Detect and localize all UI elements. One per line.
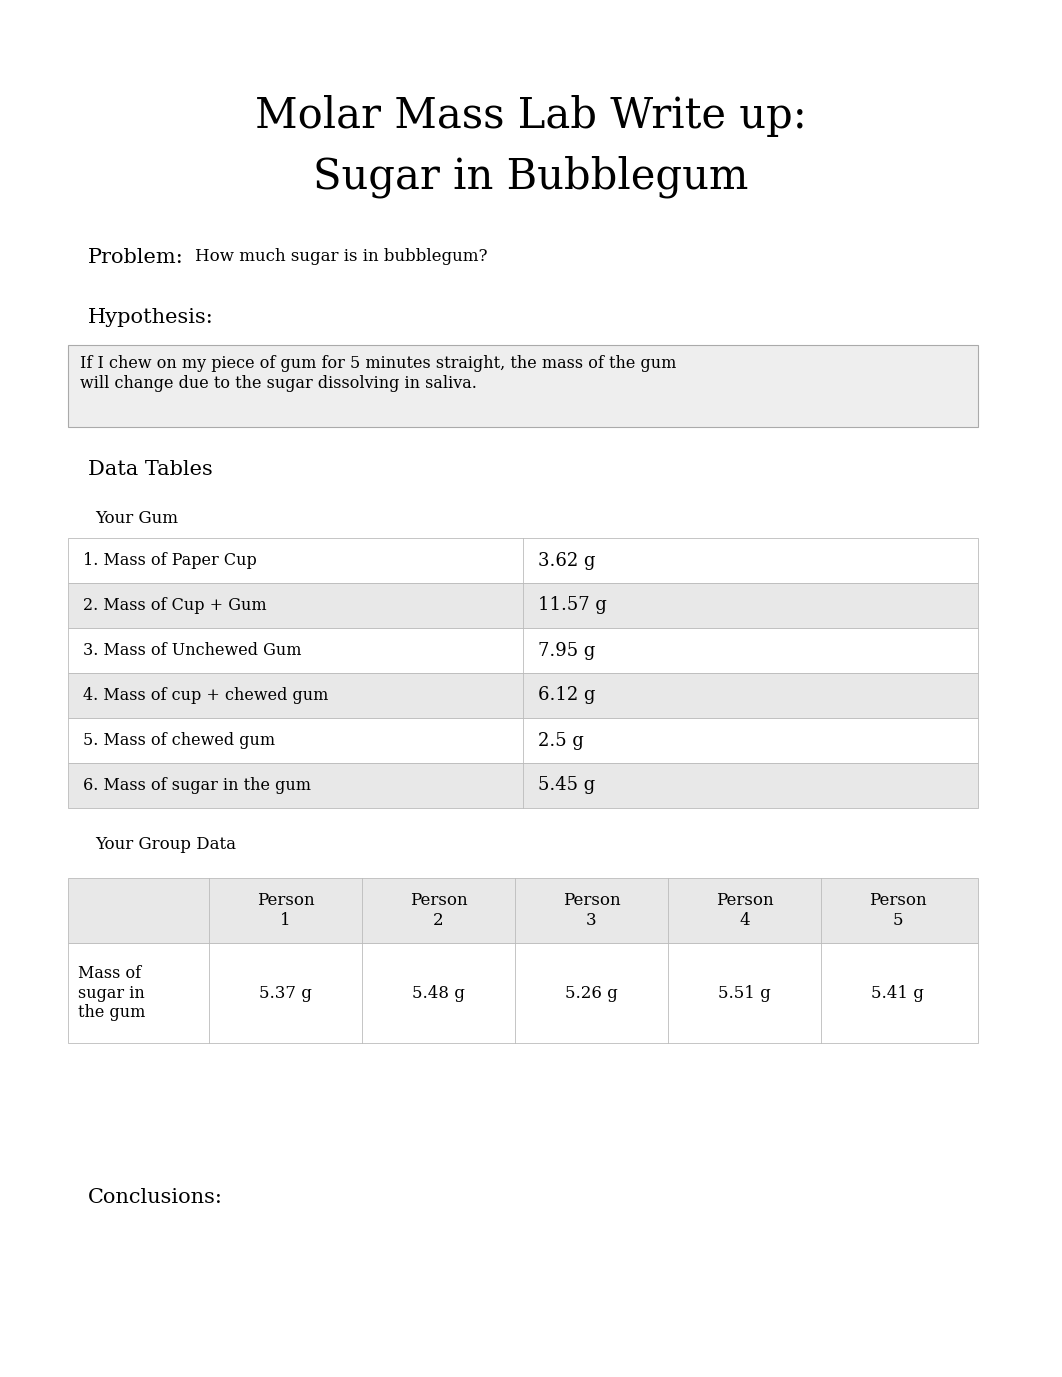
Bar bbox=[68, 538, 978, 582]
Text: Your Gum: Your Gum bbox=[95, 509, 178, 527]
Bar bbox=[68, 717, 978, 763]
Bar bbox=[68, 628, 978, 673]
Text: Data Tables: Data Tables bbox=[88, 460, 212, 479]
Text: 4. Mass of cup + chewed gum: 4. Mass of cup + chewed gum bbox=[83, 687, 328, 704]
Text: Conclusions:: Conclusions: bbox=[88, 1188, 223, 1208]
Text: Person
3: Person 3 bbox=[563, 892, 620, 929]
Text: 7.95 g: 7.95 g bbox=[538, 642, 596, 660]
Text: 5.45 g: 5.45 g bbox=[538, 777, 595, 795]
Text: Person
2: Person 2 bbox=[410, 892, 467, 929]
Text: 5.48 g: 5.48 g bbox=[412, 985, 465, 1001]
Text: Mass of
sugar in
the gum: Mass of sugar in the gum bbox=[78, 965, 145, 1022]
Text: Sugar in Bubblegum: Sugar in Bubblegum bbox=[313, 156, 749, 197]
Bar bbox=[68, 879, 978, 943]
Text: 11.57 g: 11.57 g bbox=[538, 596, 606, 614]
Text: 6.12 g: 6.12 g bbox=[538, 687, 596, 705]
Text: 5. Mass of chewed gum: 5. Mass of chewed gum bbox=[83, 733, 275, 749]
Text: How much sugar is in bubblegum?: How much sugar is in bubblegum? bbox=[195, 248, 487, 264]
Text: Person
1: Person 1 bbox=[257, 892, 314, 929]
Text: Person
4: Person 4 bbox=[716, 892, 773, 929]
Text: 5.26 g: 5.26 g bbox=[565, 985, 618, 1001]
Bar bbox=[68, 943, 978, 1042]
Text: 2.5 g: 2.5 g bbox=[538, 731, 584, 749]
Text: Hypothesis:: Hypothesis: bbox=[88, 308, 213, 326]
Text: Molar Mass Lab Write up:: Molar Mass Lab Write up: bbox=[255, 95, 807, 136]
Text: 5.41 g: 5.41 g bbox=[871, 985, 924, 1001]
Bar bbox=[68, 346, 978, 427]
Text: Person
5: Person 5 bbox=[869, 892, 926, 929]
Text: 5.37 g: 5.37 g bbox=[259, 985, 312, 1001]
Bar bbox=[68, 763, 978, 808]
Text: If I chew on my piece of gum for 5 minutes straight, the mass of the gum
will ch: If I chew on my piece of gum for 5 minut… bbox=[80, 355, 676, 391]
Bar bbox=[68, 673, 978, 717]
Text: 6. Mass of sugar in the gum: 6. Mass of sugar in the gum bbox=[83, 777, 311, 795]
Text: 1. Mass of Paper Cup: 1. Mass of Paper Cup bbox=[83, 552, 257, 569]
Text: 2. Mass of Cup + Gum: 2. Mass of Cup + Gum bbox=[83, 598, 267, 614]
Text: 3.62 g: 3.62 g bbox=[538, 552, 596, 570]
Text: Your Group Data: Your Group Data bbox=[95, 836, 236, 852]
Bar bbox=[68, 582, 978, 628]
Text: 3. Mass of Unchewed Gum: 3. Mass of Unchewed Gum bbox=[83, 642, 302, 660]
Text: Problem:: Problem: bbox=[88, 248, 184, 267]
Text: 5.51 g: 5.51 g bbox=[718, 985, 771, 1001]
